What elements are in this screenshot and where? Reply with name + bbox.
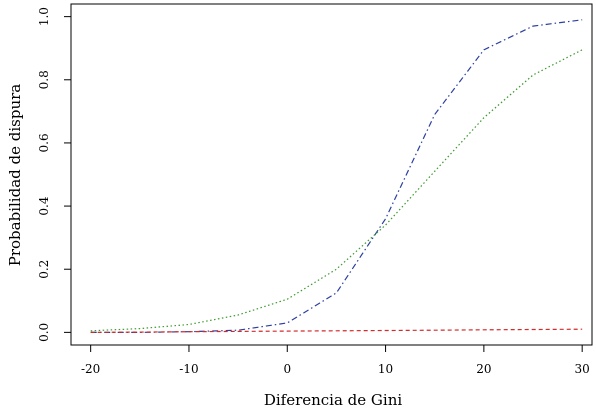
x-tick-label: 30	[575, 362, 590, 376]
plot-frame	[70, 3, 593, 346]
y-tick-label: 0.6	[37, 133, 51, 152]
x-tick-label: 20	[476, 362, 491, 376]
y-tick-label: 0.4	[37, 196, 51, 215]
x-tick-label: -10	[179, 362, 198, 376]
x-tick-label: 0	[283, 362, 291, 376]
y-axis-label: Probabilidad de dispura	[6, 84, 24, 267]
y-tick-label: 0.0	[37, 323, 51, 342]
y-axis: 0.0 0.2 0.4 0.6 0.8 1.0	[37, 7, 71, 342]
series-line-3	[90, 328, 583, 333]
x-tick-label: -20	[81, 362, 100, 376]
series-line-2	[90, 49, 583, 332]
series-line-1	[90, 19, 583, 333]
x-axis: -20 -10 0 10 20 30	[81, 345, 590, 376]
y-tick-label: 0.2	[37, 260, 51, 279]
series-layer	[90, 19, 583, 333]
x-tick-label: 10	[378, 362, 393, 376]
x-axis-label: Diferencia de Gini	[264, 391, 403, 409]
y-tick-label: 0.8	[37, 70, 51, 89]
y-tick-label: 1.0	[37, 7, 51, 26]
